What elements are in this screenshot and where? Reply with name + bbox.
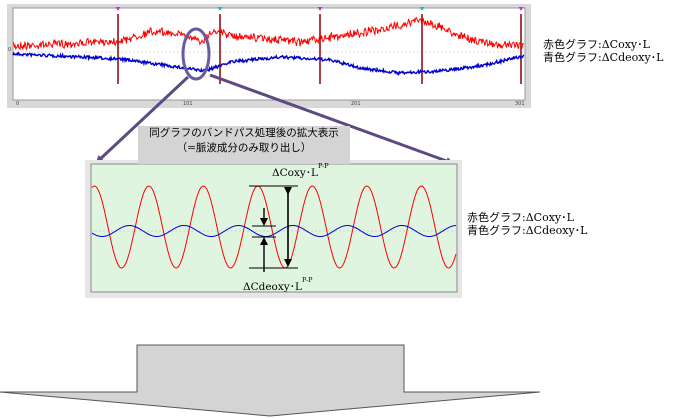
top-y-tick-0: 0 [8,47,12,53]
top-x-tick-3: 301 [515,101,525,107]
zoom-arrow-right [209,73,454,165]
deoxy-pp-label: ΔCdeoxy･LP-P [243,276,313,294]
zoom-chart-oxy-series [91,185,457,269]
event-marker-icon [317,7,323,11]
oxy-pp-label-text: ΔCoxy･L [272,167,319,179]
deoxy-pp-label-text: ΔCdeoxy･L [243,281,302,293]
zoom-chart-deoxy-series [91,225,457,237]
callout-line-2: （=脈波成分のみ取り出し） [176,142,312,154]
zoom-arrow-left [95,75,190,164]
oxy-pp-label-sup: P-P [318,162,329,170]
zoom-legend-blue: 青色グラフ:ΔCdeoxy･L [467,224,588,237]
top-legend-blue: 青色グラフ:ΔCdeoxy･L [543,51,664,64]
zoom-callout: 同グラフのバンドパス処理後の拡大表示 （=脈波成分のみ取り出し） [138,126,350,164]
callout-line-1: 同グラフのバンドパス処理後の拡大表示 [149,127,339,139]
event-marker-icon [115,7,121,11]
top-x-tick-2: 201 [351,101,361,107]
top-legend-red: 赤色グラフ:ΔCoxy･L [543,38,650,51]
deoxy-pp-label-sup: P-P [301,276,313,284]
top-chart-plot-area [12,7,526,101]
oxy-pp-label: ΔCoxy･LP-P [272,162,329,180]
top-chart-oxy-series [12,16,525,51]
top-chart-deoxy-series [12,51,525,77]
zoom-region-ellipse [181,27,211,81]
zoom-chart-plot-area [90,163,458,293]
event-marker-icon [217,7,223,11]
big-down-arrow [0,344,541,417]
event-marker-icon [518,7,524,11]
zoom-legend-red: 赤色グラフ:ΔCoxy･L [467,211,574,224]
event-marker-icon [419,7,425,11]
top-x-tick-0: 0 [16,101,20,107]
top-x-tick-1: 101 [183,101,193,107]
